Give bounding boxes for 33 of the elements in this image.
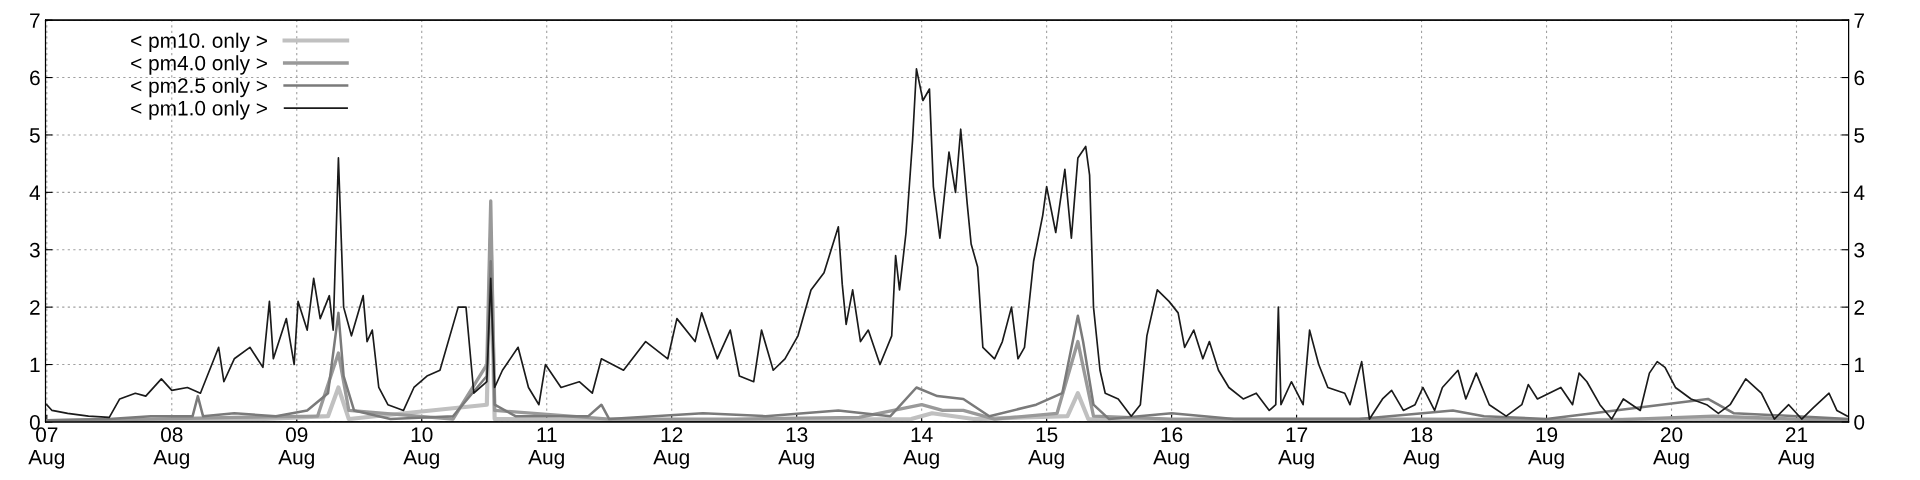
y-tick-label: 5	[29, 128, 40, 143]
x-tick-label: 08 Aug	[153, 427, 189, 469]
y2-tick-label: 3	[1854, 242, 1865, 258]
legend-label: < pm2.5 only >	[131, 77, 267, 98]
legend-label: < pm1.0 only >	[131, 100, 267, 120]
x-tick-label: 13 Aug	[778, 427, 814, 469]
x-tick-label: 21 Aug	[1778, 427, 1814, 469]
y2-tick-label: 5	[1854, 128, 1865, 143]
y2-tick-label: 4	[1853, 185, 1865, 200]
y-tick-label: 2	[30, 300, 40, 315]
x-tick-label: 16 Aug	[1153, 427, 1189, 469]
legend-label: < pm4.0 only >	[131, 55, 267, 75]
y-tick-label: 7	[30, 13, 40, 28]
x-tick-label: 17 Aug	[1278, 427, 1314, 469]
x-tick-label: 18 Aug	[1403, 427, 1439, 469]
y2-tick-label: 1	[1855, 357, 1865, 373]
y-tick-label: 3	[29, 242, 40, 258]
x-tick-label: 15 Aug	[1028, 427, 1064, 469]
x-tick-label: 19 Aug	[1528, 427, 1564, 469]
x-tick-label: 14 Aug	[903, 427, 939, 469]
x-tick-label: 12 Aug	[653, 427, 689, 469]
y2-tick-label: 0	[1854, 414, 1865, 430]
y-tick-label: 4	[29, 185, 41, 200]
legend-label: < pm10. only >	[131, 32, 267, 53]
y-tick-label: 6	[30, 70, 40, 86]
x-tick-label: 11 Aug	[528, 427, 564, 469]
y-tick-label: 1	[30, 357, 40, 373]
x-tick-label: 10 Aug	[403, 427, 439, 469]
y2-tick-label: 6	[1854, 70, 1865, 86]
x-tick-label: 20 Aug	[1653, 427, 1689, 469]
y2-tick-label: 7	[1854, 13, 1864, 28]
y2-tick-label: 2	[1854, 300, 1864, 315]
x-tick-label: 09 Aug	[278, 427, 314, 469]
